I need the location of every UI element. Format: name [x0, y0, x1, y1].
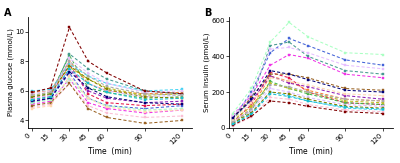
Text: A: A [4, 8, 11, 18]
Text: B: B [204, 8, 212, 18]
X-axis label: Time  (min): Time (min) [289, 147, 333, 156]
Y-axis label: Serum insulin (pmol/L): Serum insulin (pmol/L) [203, 33, 210, 112]
Y-axis label: Plasma glucose (mmol/L): Plasma glucose (mmol/L) [7, 29, 14, 116]
X-axis label: Time  (min): Time (min) [88, 147, 132, 156]
